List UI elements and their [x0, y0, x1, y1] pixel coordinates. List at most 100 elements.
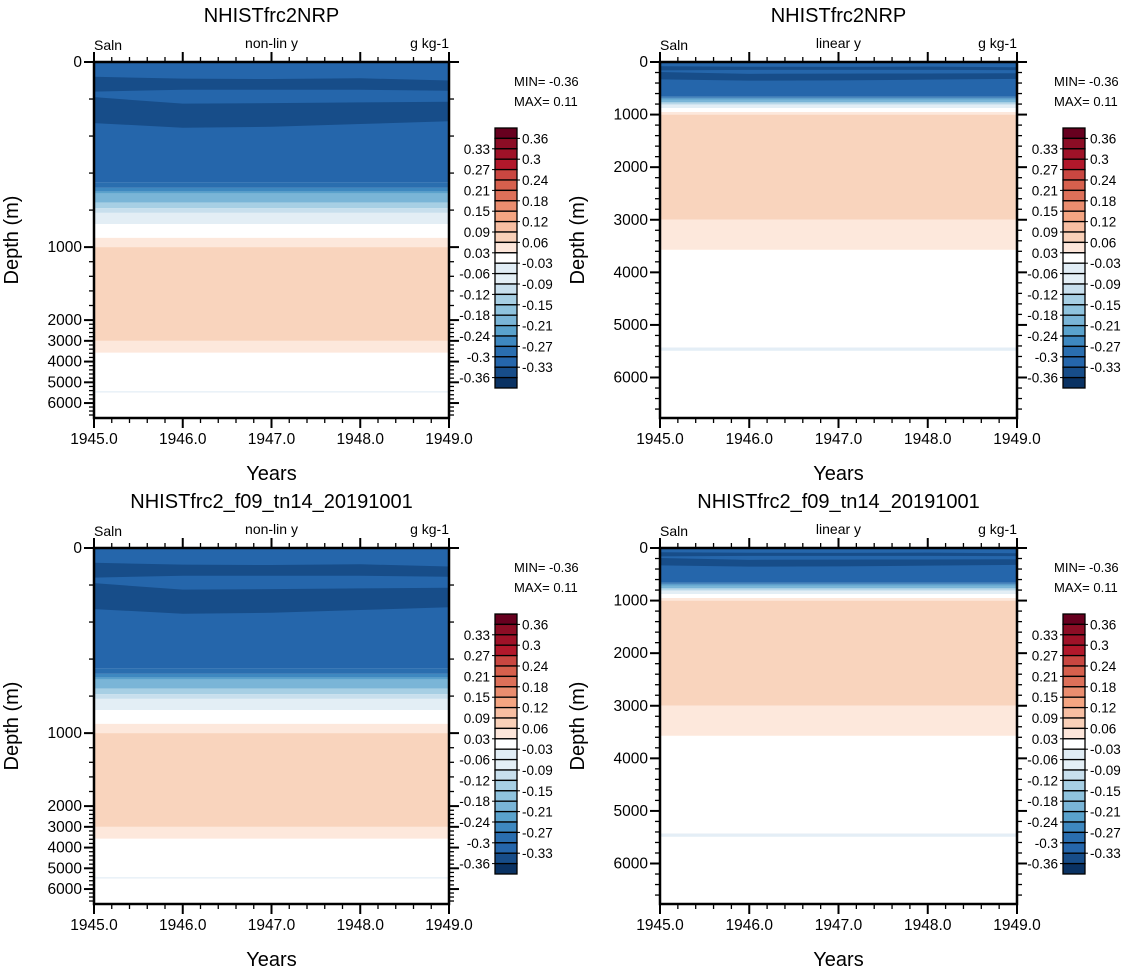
colorbar-label: 0.09 [1032, 711, 1058, 726]
y-tick-label: 0 [73, 54, 82, 71]
colorbar: 0.36 0.33 0.3 0.27 0.24 0.21 0.18 0.15 0.12 0.09 0… [1027, 613, 1121, 875]
colorbar-label: -0.06 [459, 267, 490, 282]
contour-band [94, 723, 449, 734]
y-tick-label: 5000 [614, 803, 649, 820]
contour-band [660, 99, 1017, 102]
colorbar-box [494, 293, 518, 306]
colorbar-label: 0.15 [1032, 204, 1058, 219]
contour-band [660, 600, 1017, 706]
scale-label: non-lin y [245, 521, 298, 537]
colorbar-box [494, 790, 518, 802]
scale-label: non-lin y [245, 35, 298, 51]
colorbar-box [1062, 241, 1086, 254]
colorbar-label: 0.12 [522, 701, 548, 716]
contour-band [94, 688, 449, 695]
colorbar-box [1062, 314, 1086, 327]
contour-band [660, 71, 1017, 81]
colorbar-box [1062, 769, 1086, 782]
colorbar-box [1062, 852, 1086, 865]
colorbar-label: -0.24 [459, 329, 490, 344]
x-tick-label: 1947.0 [248, 431, 296, 448]
colorbar-label: -0.33 [1090, 846, 1121, 861]
x-tick-label: 1949.0 [993, 917, 1041, 934]
colorbar-label: 0.24 [522, 173, 549, 188]
colorbar-box [1062, 345, 1086, 358]
contour-band [94, 193, 449, 203]
x-tick-label: 1946.0 [726, 431, 774, 448]
colorbar-label: 0.33 [1032, 142, 1058, 157]
contour-band [660, 96, 1017, 98]
colorbar-box [494, 862, 518, 875]
colorbar-label: -0.18 [1027, 794, 1058, 809]
colorbar-box [1062, 758, 1086, 771]
colorbar-label: 0.21 [464, 183, 490, 198]
colorbar-label: 0.09 [1032, 225, 1058, 240]
colorbar-label: -0.3 [1035, 350, 1058, 365]
colorbar-label: -0.33 [522, 846, 553, 861]
colorbar-box [1062, 220, 1086, 233]
colorbar-box [494, 675, 518, 688]
x-tick-label: 1945.0 [636, 917, 684, 934]
colorbar-box [1062, 127, 1086, 140]
y-tick-label: 3000 [614, 698, 649, 715]
contour-band [660, 587, 1017, 590]
y-tick-label: 4000 [48, 840, 83, 857]
y-tick-label: 6000 [48, 881, 83, 898]
colorbar-box [494, 842, 518, 854]
contour-band [660, 705, 1017, 736]
contour-band [94, 202, 449, 209]
x-tick-label: 1948.0 [337, 917, 385, 934]
colorbar-box [494, 335, 518, 348]
contour-band [94, 583, 449, 614]
colorbar-box [1062, 644, 1086, 657]
colorbar-box [1062, 210, 1086, 223]
colorbar-box [494, 127, 518, 140]
y-tick-label: 1000 [614, 107, 649, 124]
colorbar-label: 0.03 [1032, 732, 1058, 747]
x-axis-title: Years [813, 463, 863, 485]
y-tick-label: 2000 [48, 312, 83, 329]
variable-label: Saln [660, 37, 688, 53]
colorbar-label: 0.03 [1032, 246, 1058, 261]
colorbar-label: -0.03 [522, 256, 553, 271]
colorbar-label: 0.36 [1090, 617, 1116, 632]
colorbar-label: 0.18 [522, 194, 548, 209]
colorbar-box [1062, 262, 1086, 275]
contour-band [660, 584, 1017, 586]
colorbar-label: -0.21 [1090, 805, 1121, 820]
contour-band [94, 562, 449, 578]
min-label: MIN= -0.36 [514, 560, 579, 575]
colorbar-box [494, 748, 518, 761]
colorbar-box [1062, 675, 1086, 688]
colorbar-box [1062, 179, 1086, 192]
colorbar-label: 0.12 [1090, 701, 1116, 716]
colorbar: 0.36 0.33 0.3 0.27 0.24 0.21 0.18 0.15 0.12 0.09 0… [459, 613, 553, 875]
panel-title: NHISTfrc2_f09_tn14_20191001 [130, 491, 412, 513]
colorbar-label: -0.06 [1027, 753, 1058, 768]
colorbar-box [1062, 335, 1086, 348]
colorbar-box [1062, 272, 1086, 285]
max-label: MAX= 0.11 [514, 94, 578, 109]
y-tick-label: 2000 [48, 798, 83, 815]
colorbar: 0.36 0.33 0.3 0.27 0.24 0.21 0.18 0.15 0.12 0.09 0… [459, 127, 553, 389]
colorbar-box [1062, 200, 1086, 212]
contour-band [660, 597, 1017, 601]
colorbar-label: -0.36 [459, 371, 490, 386]
contour-band [660, 582, 1017, 584]
colorbar-box [1062, 231, 1086, 244]
y-tick-label: 1000 [48, 725, 83, 742]
x-tick-label: 1949.0 [425, 431, 473, 448]
x-tick-label: 1946.0 [726, 917, 774, 934]
colorbar-box [494, 366, 518, 379]
contour-band [94, 237, 449, 248]
y-tick-label: 5000 [614, 317, 649, 334]
colorbar-label: 0.03 [464, 732, 490, 747]
colorbar-box [494, 717, 518, 730]
colorbar-box [494, 634, 518, 646]
colorbar-box [494, 179, 518, 192]
colorbar-label: -0.27 [522, 339, 553, 354]
colorbar-box [1062, 831, 1086, 844]
colorbar-label: 0.27 [1032, 163, 1058, 178]
colorbar-label: -0.12 [459, 773, 490, 788]
y-tick-label: 6000 [614, 370, 649, 387]
